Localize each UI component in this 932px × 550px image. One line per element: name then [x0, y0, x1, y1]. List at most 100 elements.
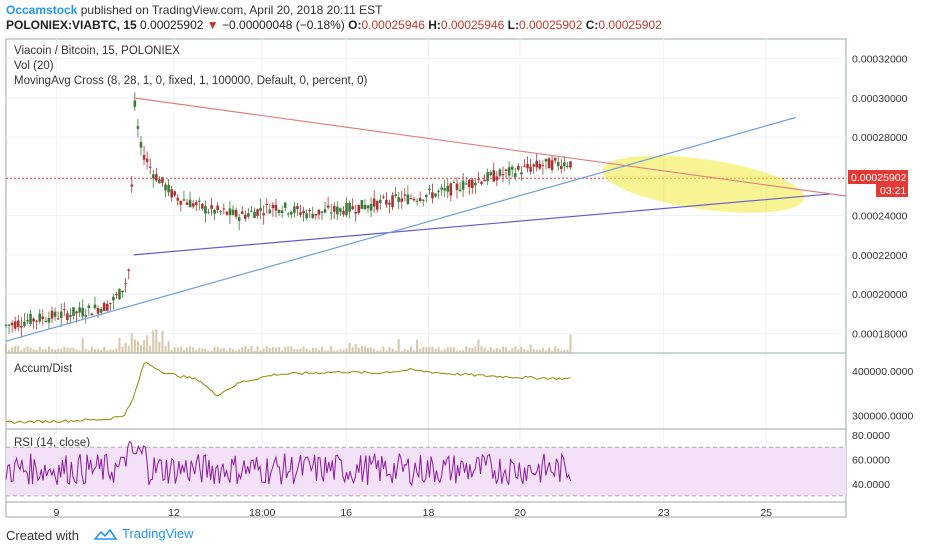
- candle-body: [191, 203, 195, 207]
- volume-bar: [455, 350, 458, 353]
- volume-bar: [431, 346, 434, 353]
- volume-bar: [425, 347, 428, 353]
- candle-body: [7, 324, 11, 326]
- candle-body: [148, 166, 152, 168]
- candle-body: [452, 182, 456, 184]
- volume-bar: [207, 350, 210, 353]
- volume-bar: [278, 347, 281, 353]
- volume-bar: [541, 347, 544, 353]
- candle-body: [544, 158, 548, 162]
- candle-body: [495, 176, 499, 181]
- volume-bar: [308, 350, 311, 353]
- plot-frame: [5, 38, 847, 518]
- candle-body: [179, 200, 183, 205]
- volume-bar: [274, 347, 277, 353]
- candle-body: [357, 204, 361, 213]
- candle-body: [109, 302, 112, 304]
- volume-bar: [468, 347, 471, 353]
- candle-body: [326, 205, 330, 208]
- time-tick-label: 25: [760, 507, 772, 519]
- candle-body: [93, 304, 97, 309]
- volume-bar: [118, 337, 121, 353]
- volume-bar: [409, 346, 412, 353]
- candle-body: [256, 209, 259, 216]
- volume-bar: [388, 347, 391, 353]
- quote-line: POLONIEX:VIABTC, 15 0.00025902 ▼ −0.0000…: [6, 18, 662, 32]
- volume-bar: [139, 345, 142, 353]
- volume-bar: [97, 348, 100, 353]
- price-tick-label: 0.00032000: [852, 54, 908, 66]
- candle-body: [517, 165, 520, 170]
- candle-body: [372, 198, 376, 207]
- candle-body: [247, 213, 250, 217]
- candle-body: [197, 200, 201, 202]
- volume-bar: [422, 347, 425, 353]
- drawing-tools[interactable]: [5, 97, 847, 342]
- volume-bar: [152, 330, 155, 353]
- price-axis[interactable]: 0.000320000.000300000.000280000.00026000…: [852, 54, 913, 491]
- volume-bar: [38, 346, 41, 353]
- volume-bar: [551, 350, 554, 353]
- candle-body: [412, 198, 416, 201]
- candle-body: [314, 214, 318, 216]
- candle-body: [210, 205, 213, 209]
- volume-bar: [437, 347, 440, 353]
- volume-bar: [376, 350, 379, 353]
- last-price: 0.00025902: [140, 18, 204, 32]
- volume-bar: [115, 348, 118, 353]
- candle-body: [415, 200, 419, 202]
- legend-rsi: RSI (14, close): [14, 437, 90, 449]
- candle-body: [455, 183, 459, 190]
- candle-body: [277, 210, 281, 213]
- legend-title: Viacoin / Bitcoin, 15, POLONIEX: [14, 45, 180, 57]
- volume-bar: [382, 346, 385, 353]
- candle-body: [23, 321, 26, 326]
- legend-volume: Vol (20): [14, 60, 54, 72]
- volume-bar: [327, 350, 330, 353]
- volume-bar: [247, 348, 250, 353]
- candle-body: [271, 204, 275, 208]
- volume-bar: [498, 348, 501, 353]
- volume-bar: [149, 345, 152, 353]
- candle-body: [164, 184, 167, 191]
- candle-body: [320, 211, 324, 213]
- candle-body: [501, 173, 505, 176]
- author-link[interactable]: Occamstock: [6, 3, 78, 17]
- candle-body: [216, 205, 219, 211]
- volume-bar: [146, 335, 149, 353]
- tradingview-brand[interactable]: TradingView: [92, 526, 194, 541]
- time-tick-label: 18:00: [249, 507, 275, 519]
- volume-bar: [225, 350, 228, 353]
- volume-bar: [526, 350, 529, 353]
- candle-body: [115, 294, 118, 296]
- support-line: [133, 193, 830, 256]
- candle-body: [424, 194, 428, 198]
- volume-bar: [416, 339, 419, 353]
- volume-bar: [189, 346, 192, 353]
- candle-body: [228, 208, 232, 216]
- candle-body: [360, 199, 364, 209]
- volume-bar: [124, 342, 127, 353]
- chart-canvas[interactable]: Viacoin / Bitcoin, 15, POLONIEX Vol (20)…: [0, 34, 932, 522]
- volume-bar: [566, 350, 569, 353]
- candle-body: [170, 189, 173, 198]
- candle-body: [345, 202, 348, 216]
- candle-body: [13, 321, 17, 329]
- candle-body: [41, 316, 45, 320]
- volume-bar: [250, 346, 253, 353]
- candle-body: [29, 313, 32, 324]
- candle-body: [145, 158, 149, 162]
- candle-body: [305, 213, 308, 219]
- volume-bar: [60, 348, 63, 353]
- candle-body: [547, 158, 551, 169]
- rsi-line: [5, 440, 571, 487]
- candle-body: [428, 188, 431, 191]
- price-tick-label: 0.00022000: [852, 250, 908, 262]
- created-with-label: Created with: [6, 528, 79, 543]
- close-label: C:: [585, 18, 599, 32]
- accum-tick-label: 400000.0000: [852, 366, 913, 378]
- volume-bar: [394, 350, 397, 353]
- volume-bar: [281, 350, 284, 353]
- time-axis[interactable]: 9 12 18:00 16 18 20 23 25: [53, 507, 772, 519]
- volume-bar: [452, 347, 455, 353]
